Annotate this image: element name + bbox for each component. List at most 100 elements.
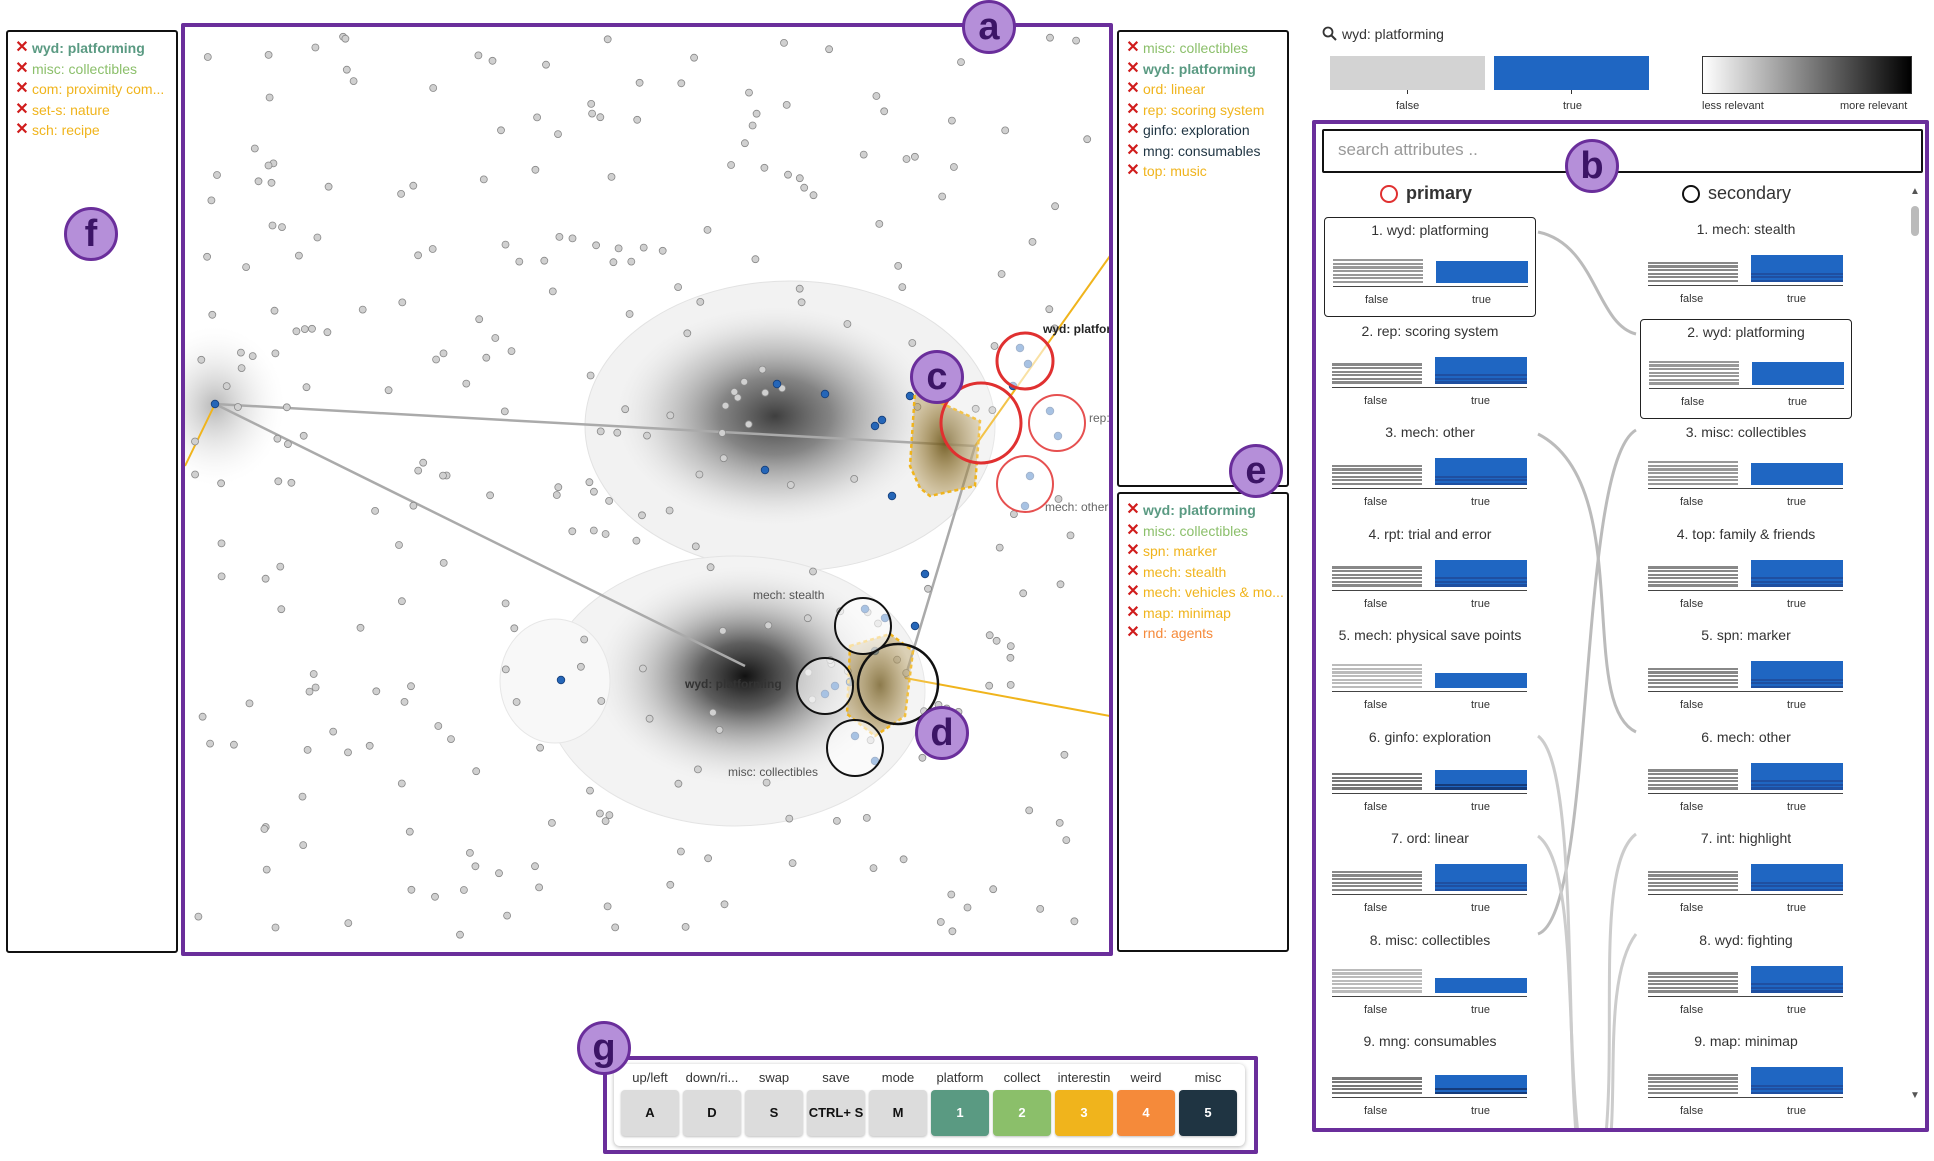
data-point[interactable] xyxy=(924,584,932,593)
data-point[interactable] xyxy=(194,912,203,921)
data-point[interactable] xyxy=(607,172,616,181)
shortcut-button[interactable]: CTRL+ S xyxy=(807,1090,865,1136)
data-point[interactable] xyxy=(580,635,589,644)
data-point[interactable] xyxy=(282,403,291,412)
data-point[interactable] xyxy=(733,393,742,402)
data-point[interactable] xyxy=(254,177,263,186)
data-point[interactable] xyxy=(1062,836,1071,844)
data-point[interactable] xyxy=(627,257,636,266)
data-point[interactable] xyxy=(683,329,692,338)
data-point[interactable] xyxy=(268,221,277,230)
remove-tag-icon[interactable]: ✕ xyxy=(1126,542,1140,559)
data-point[interactable] xyxy=(971,404,980,413)
secondary-attribute-card[interactable]: 9. map: minimap false true xyxy=(1640,1029,1852,1128)
data-point[interactable] xyxy=(262,865,271,874)
shortcut-button[interactable]: 1 xyxy=(931,1090,989,1136)
data-point-highlighted[interactable] xyxy=(772,379,782,389)
shortcut-key[interactable]: misc 5 xyxy=(1178,1070,1238,1136)
data-point[interactable] xyxy=(643,431,651,440)
remove-tag-icon[interactable]: ✕ xyxy=(15,121,29,138)
data-point[interactable] xyxy=(397,597,406,606)
data-point[interactable] xyxy=(950,163,958,171)
data-point[interactable] xyxy=(957,58,965,66)
data-point[interactable] xyxy=(555,232,564,241)
data-point[interactable] xyxy=(748,121,757,130)
data-point[interactable] xyxy=(497,126,505,135)
remove-tag-icon[interactable]: ✕ xyxy=(1126,162,1140,179)
data-point[interactable] xyxy=(872,92,881,100)
tag-item[interactable]: ✕ rnd: agents xyxy=(1125,623,1285,644)
data-point[interactable] xyxy=(203,252,212,261)
tag-item[interactable]: ✕ sch: recipe xyxy=(14,120,174,141)
data-point[interactable] xyxy=(833,817,841,825)
remove-tag-icon[interactable]: ✕ xyxy=(1126,624,1140,641)
data-point[interactable] xyxy=(603,902,612,911)
data-point[interactable] xyxy=(576,662,585,671)
secondary-attribute-card[interactable]: 8. wyd: fighting false true xyxy=(1640,928,1852,1028)
data-point[interactable] xyxy=(305,687,314,696)
remove-tag-icon[interactable]: ✕ xyxy=(1126,100,1140,118)
data-point[interactable] xyxy=(825,45,833,54)
data-point[interactable] xyxy=(778,384,786,393)
data-point[interactable] xyxy=(191,470,200,479)
data-point[interactable] xyxy=(365,741,374,750)
scroll-down-icon[interactable]: ▼ xyxy=(1910,1090,1920,1101)
data-point[interactable] xyxy=(552,491,561,499)
cluster-circle[interactable] xyxy=(996,455,1054,513)
data-point[interactable] xyxy=(601,530,610,538)
data-point[interactable] xyxy=(715,726,724,734)
primary-attribute-card[interactable]: 5. mech: physical save points false true xyxy=(1324,623,1536,723)
data-point[interactable] xyxy=(456,930,464,939)
remove-tag-icon[interactable]: ✕ xyxy=(1126,141,1140,159)
data-point[interactable] xyxy=(1072,36,1080,45)
data-point[interactable] xyxy=(605,811,614,819)
data-point[interactable] xyxy=(459,886,468,894)
tag-item[interactable]: ✕ misc: collectibles xyxy=(1125,38,1285,59)
data-point[interactable] xyxy=(1055,819,1064,827)
data-point[interactable] xyxy=(718,626,727,635)
data-point[interactable] xyxy=(501,599,510,608)
data-point[interactable] xyxy=(488,56,497,65)
data-point[interactable] xyxy=(397,189,406,198)
data-point[interactable] xyxy=(479,175,488,184)
data-point[interactable] xyxy=(782,101,791,109)
data-point[interactable] xyxy=(342,65,351,74)
data-point[interactable] xyxy=(265,93,274,102)
data-point[interactable] xyxy=(324,182,333,191)
data-point[interactable] xyxy=(721,401,730,410)
data-point[interactable] xyxy=(1036,905,1045,913)
data-point[interactable] xyxy=(397,779,406,788)
shortcut-key[interactable]: swap S xyxy=(744,1070,804,1136)
tag-item[interactable]: ✕ com: proximity com... xyxy=(14,79,174,100)
data-point[interactable] xyxy=(992,636,1001,645)
data-point[interactable] xyxy=(869,864,878,872)
data-point[interactable] xyxy=(400,698,409,706)
data-point[interactable] xyxy=(596,427,605,436)
data-point[interactable] xyxy=(329,727,338,736)
cluster-circle[interactable] xyxy=(1028,394,1086,452)
data-point[interactable] xyxy=(780,38,788,47)
data-point[interactable] xyxy=(242,263,250,272)
shortcut-button[interactable]: D xyxy=(683,1090,741,1136)
data-point[interactable] xyxy=(1028,237,1037,246)
tag-item[interactable]: ✕ mech: vehicles & mo... xyxy=(1125,582,1285,603)
data-point[interactable] xyxy=(439,471,447,480)
tag-item[interactable]: ✕ misc: collectibles xyxy=(14,59,174,80)
data-point[interactable] xyxy=(197,355,206,364)
data-point[interactable] xyxy=(990,342,999,350)
data-point[interactable] xyxy=(395,541,403,549)
attribute-scrollbar[interactable]: ▲ ▼ xyxy=(1909,186,1921,1104)
data-point[interactable] xyxy=(531,862,539,871)
data-point[interactable] xyxy=(588,109,597,118)
data-point[interactable] xyxy=(1001,126,1010,135)
data-point[interactable] xyxy=(681,923,690,931)
data-point[interactable] xyxy=(609,258,618,267)
data-point[interactable] xyxy=(727,161,735,169)
data-point-highlighted[interactable] xyxy=(920,569,930,579)
tag-item[interactable]: ✕ mng: consumables xyxy=(1125,141,1285,162)
data-point[interactable] xyxy=(428,245,437,253)
data-point[interactable] xyxy=(264,161,273,170)
data-point-highlighted[interactable] xyxy=(556,675,566,685)
data-point[interactable] xyxy=(568,527,577,536)
data-point[interactable] xyxy=(963,903,972,912)
